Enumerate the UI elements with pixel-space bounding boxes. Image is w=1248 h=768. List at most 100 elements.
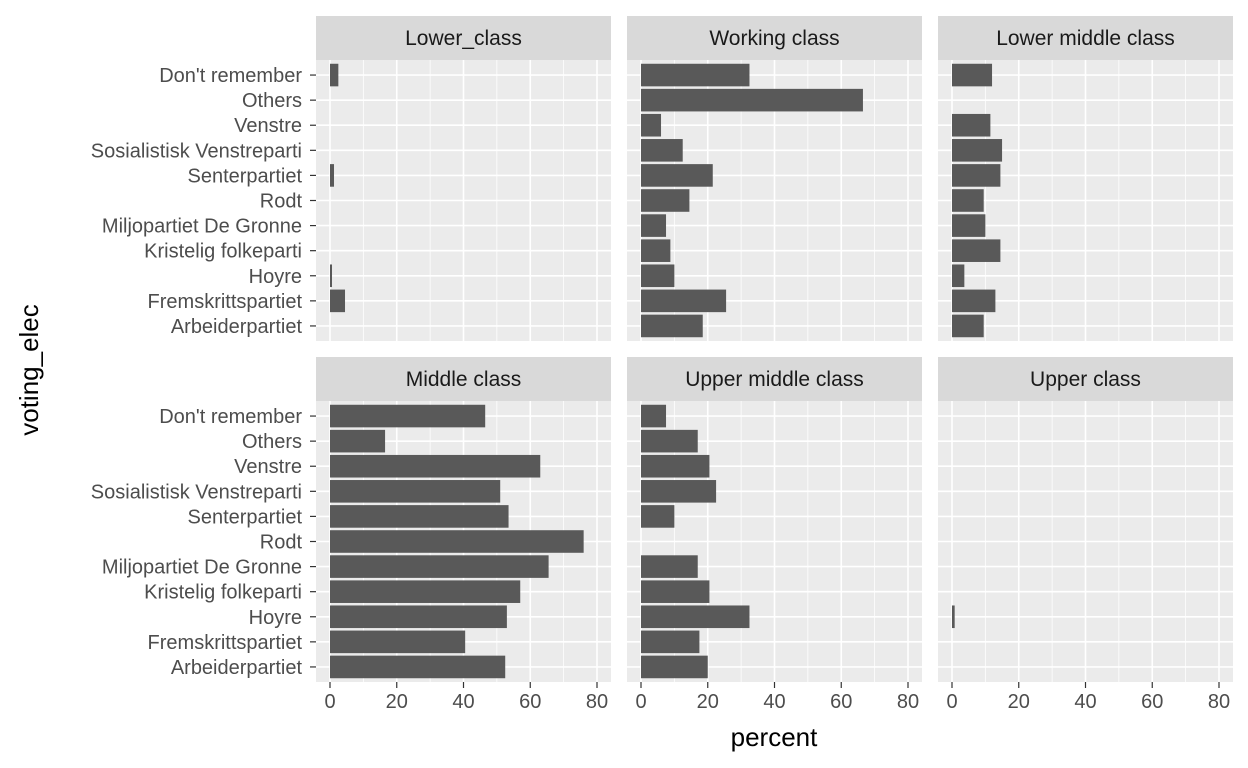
y-tick-label: Others [242,90,302,112]
y-tick-label: Fremskrittspartiet [148,632,303,654]
x-tick-label: 20 [386,691,408,713]
y-tick-label: Fremskrittspartiet [148,291,303,313]
bar-venstre [641,113,662,137]
x-axis-tick-labels: 0 20 40 60 80 0 20 40 60 80 0 20 40 60 80 [324,682,1230,713]
y-axis-title: voting_elec [14,304,44,436]
x-axis-title: percent [731,722,818,752]
y-tick-label: Venstre [234,456,302,478]
facet-panel-lower-middle-class: Lower middle class [938,16,1233,341]
bar-hoyre [641,264,675,288]
bar-senterpartiet [952,164,1001,187]
facet-panel-middle-class: Middle class [316,357,611,682]
bar-hoyre [952,264,965,288]
bar-fremskrittspartiet [952,289,996,313]
bar-sosialistisk-venstreparti [330,480,501,503]
bar-others [330,429,386,453]
y-tick-label: Miljopartiet De Gronne [102,216,302,238]
bar-others [641,88,863,112]
bar-kristelig-folkeparti [952,239,1001,262]
y-tick-label: Arbeiderpartiet [171,316,303,338]
x-tick-label: 40 [763,691,785,713]
facet-strip-label: Working class [709,27,839,50]
bar-senterpartiet [330,164,335,187]
bar-hoyre [330,264,333,288]
bar-don-t-remember [330,63,339,87]
bar-venstre [952,113,991,137]
x-tick-label: 60 [830,691,852,713]
x-tick-label: 80 [586,691,608,713]
bar-arbeiderpartiet [330,655,506,679]
bar-senterpartiet [641,164,713,187]
bar-don-t-remember [641,63,750,87]
y-tick-label: Venstre [234,115,302,137]
x-tick-label: 60 [1141,691,1163,713]
bar-fremskrittspartiet [641,289,727,313]
x-tick-label: 40 [452,691,474,713]
y-tick-label: Kristelig folkeparti [144,582,302,604]
bar-arbeiderpartiet [952,314,984,338]
facet-strip [316,16,611,60]
bar-rodt [952,189,984,212]
facet-panel-upper-class: Upper class [938,357,1233,682]
facet-strip-label: Upper class [1030,368,1141,391]
bar-fremskrittspartiet [330,630,466,654]
facet-panel-working-class: Working class [627,16,922,341]
bar-rodt [641,189,690,212]
bar-miljopartiet-de-gronne [641,214,667,237]
bar-don-t-remember [330,404,486,428]
y-tick-label: Arbeiderpartiet [171,657,303,679]
bar-senterpartiet [641,505,675,528]
facet-strip [938,357,1233,401]
y-tick-label: Senterpartiet [187,165,302,187]
y-tick-label: Rodt [260,532,303,554]
bar-don-t-remember [641,404,667,428]
bar-fremskrittspartiet [330,289,346,313]
x-tick-label: 0 [635,691,646,713]
bar-venstre [330,454,541,478]
bar-hoyre [952,605,955,629]
y-tick-label: Sosialistisk Venstreparti [91,481,302,503]
x-tick-label: 20 [1008,691,1030,713]
bar-rodt [330,530,584,553]
bar-fremskrittspartiet [641,630,700,654]
bar-venstre [641,454,710,478]
x-tick-label: 40 [1074,691,1096,713]
x-tick-label: 0 [324,691,335,713]
y-tick-label: Kristelig folkeparti [144,241,302,263]
bar-miljopartiet-de-gronne [330,555,549,578]
bar-kristelig-folkeparti [641,239,671,262]
x-tick-label: 80 [1208,691,1230,713]
bar-sosialistisk-venstreparti [641,480,717,503]
y-tick-label: Hoyre [249,607,302,629]
y-tick-label: Sosialistisk Venstreparti [91,140,302,162]
x-tick-label: 0 [946,691,957,713]
y-tick-label: Don't remember [159,406,302,428]
bar-senterpartiet [330,505,509,528]
bar-kristelig-folkeparti [641,580,710,603]
bar-miljopartiet-de-gronne [641,555,698,578]
facet-panel-upper-middle-class: Upper middle class [627,357,922,682]
x-tick-label: 80 [897,691,919,713]
y-tick-label: Hoyre [249,266,302,288]
facet-strip-label: Upper middle class [685,368,864,391]
facet-strip [627,357,922,401]
bar-hoyre [641,605,750,629]
y-tick-label: Senterpartiet [187,506,302,528]
facet-strip-label: Middle class [406,368,522,391]
bar-miljopartiet-de-gronne [952,214,986,237]
facet-strip [938,16,1233,60]
y-tick-label: Don't remember [159,65,302,87]
bar-don-t-remember [952,63,993,87]
facet-strip-label: Lower_class [405,27,522,50]
y-tick-label: Miljopartiet De Gronne [102,557,302,579]
x-tick-label: 20 [697,691,719,713]
bar-kristelig-folkeparti [330,580,521,603]
facet-panels: Lower_class Working class Lower middle cla… [316,16,1233,682]
y-tick-label: Rodt [260,191,303,213]
bar-sosialistisk-venstreparti [641,139,683,162]
facet-strip-label: Lower middle class [996,27,1175,50]
bar-hoyre [330,605,507,629]
facet-strip [316,357,611,401]
facet-strip [627,16,922,60]
